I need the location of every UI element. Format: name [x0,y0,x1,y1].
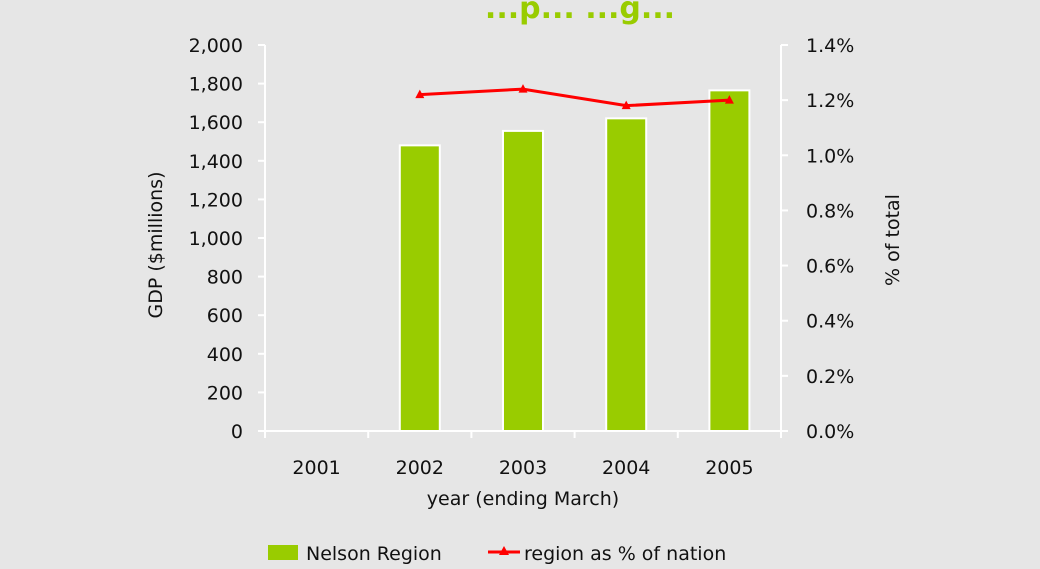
line-point-marker[interactable] [621,100,631,110]
y2-tick-label: 0.0% [806,421,854,443]
plot-area: 0 200 400 600 800 1,000 1,200 1,400 1,600 1,800 2,… [189,35,855,479]
y-tick-label: 1,200 [189,189,243,211]
y-tick-label: 1,800 [189,74,243,96]
y2-tick-label: 0.2% [806,366,854,388]
y2-tick-label: 0.4% [806,311,854,333]
y-axis-title: GDP ($millions) [145,172,167,319]
y2-tick-label: 0.8% [806,200,854,222]
x-tick-label: 2001 [292,457,340,479]
y2-axis-title: % of total [882,194,904,286]
x-tick-label: 2002 [396,457,444,479]
series-line-region-pct [419,87,730,108]
y-tick-label: 1,400 [189,151,243,173]
chart-title: ...p... ...g... [485,0,675,26]
y2-tick-label: 1.2% [806,90,854,112]
y-tick-label: 600 [207,305,243,327]
y-tick-label: 2,000 [189,35,243,57]
y2-tick-label: 1.4% [806,35,854,57]
y-tick-label: 1,000 [189,228,243,250]
y-tick-label: 1,600 [189,112,243,134]
legend-swatch-nelson-region [268,545,298,560]
y2-tick-label: 1.0% [806,145,854,167]
bar-2005[interactable] [708,89,751,432]
x-tick-label: 2005 [705,457,753,479]
y-tick-label: 0 [231,421,243,443]
line-point-marker[interactable] [518,84,528,93]
x-axis-title: year (ending March) [427,488,619,510]
legend: Nelson Region region as % of nation [268,543,726,565]
legend-marker-region-pct [499,546,509,555]
bar-2003[interactable] [502,129,544,432]
bar-2004[interactable] [605,117,648,432]
y-tick-label: 800 [207,267,243,289]
x-tick-label: 2003 [499,457,547,479]
line-point-marker[interactable] [724,95,734,104]
legend-label-region-pct: region as % of nation [524,543,726,565]
bar-2002[interactable] [398,144,441,433]
y-tick-label: 200 [207,382,243,404]
legend-label-nelson-region: Nelson Region [306,543,442,565]
y-tick-label: 400 [207,344,243,366]
x-tick-label: 2004 [602,457,650,479]
line-point-marker[interactable] [415,89,425,99]
y2-tick-label: 0.6% [806,256,854,278]
